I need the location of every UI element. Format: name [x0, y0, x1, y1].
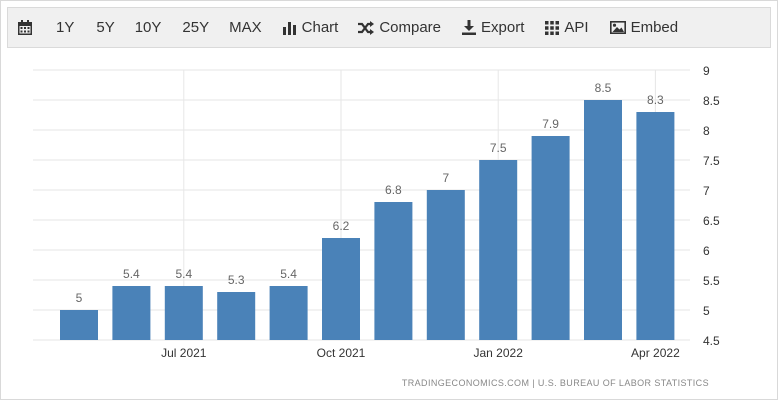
range-10y-button[interactable]: 10Y — [134, 19, 162, 36]
embed-button[interactable]: Embed — [609, 8, 679, 47]
y-tick-label: 6 — [703, 244, 710, 258]
x-tick-label: Jul 2021 — [161, 346, 207, 360]
y-tick-label: 8 — [703, 124, 710, 138]
bar-chart: 5 5.4 5.4 5.3 5.4 6.2 6.8 7 7.5 7.9 8.5 8.3 4.5 5 5.5… — [33, 64, 720, 388]
toolbar: 1Y 5Y 10Y 25Y MAX Chart Compare — [7, 7, 771, 48]
export-button-label: Export — [481, 19, 525, 36]
api-button[interactable]: API — [545, 8, 589, 47]
x-tick-label: Jan 2022 — [474, 346, 524, 360]
y-tick-label: 6.5 — [703, 214, 720, 228]
download-icon — [462, 20, 477, 35]
bar-value-label: 6.8 — [385, 183, 402, 197]
bar-value-label: 7.9 — [542, 117, 559, 131]
shuffle-icon — [358, 20, 375, 35]
chart-button[interactable]: Chart — [282, 8, 339, 47]
bar-value-label: 6.2 — [333, 219, 350, 233]
bar-jan-2022[interactable] — [479, 160, 518, 340]
bar-nov-2021[interactable] — [374, 202, 413, 340]
calendar-button[interactable] — [18, 8, 37, 47]
range-5y-button[interactable]: 5Y — [96, 19, 115, 36]
range-max-button[interactable]: MAX — [229, 19, 262, 36]
chart-area: 5 5.4 5.4 5.3 5.4 6.2 6.8 7 7.5 7.9 8.5 8.3 4.5 5 5.5… — [0, 48, 780, 402]
bar-dec-2021[interactable] — [426, 190, 465, 340]
bar-apr-2022[interactable] — [636, 112, 675, 340]
bar-sep-2021[interactable] — [269, 286, 308, 340]
bar-oct-2021[interactable] — [322, 238, 360, 340]
bar-mar-2022[interactable] — [584, 100, 622, 340]
y-tick-label: 7.5 — [703, 154, 720, 168]
bar-value-label: 5.4 — [123, 267, 140, 281]
bar-feb-2022[interactable] — [531, 136, 570, 340]
bar-value-label: 8.5 — [595, 81, 612, 95]
range-1y-button[interactable]: 1Y — [56, 19, 75, 36]
y-tick-label: 9 — [703, 64, 710, 78]
y-tick-label: 7 — [703, 184, 710, 198]
bar-value-label: 7 — [442, 171, 449, 185]
api-button-label: API — [564, 19, 589, 36]
y-tick-label: 4.5 — [703, 334, 720, 348]
range-25y-button[interactable]: 25Y — [182, 19, 210, 36]
bar-value-label: 5.3 — [228, 273, 245, 287]
grid-icon — [545, 20, 560, 35]
y-tick-label: 5.5 — [703, 274, 720, 288]
bar-value-label: 5 — [76, 291, 83, 305]
bar-jul-2021[interactable] — [164, 286, 203, 340]
embed-button-label: Embed — [630, 19, 679, 36]
bar-chart-icon — [282, 21, 297, 35]
bar-aug-2021[interactable] — [217, 292, 256, 340]
x-tick-label: Apr 2022 — [631, 346, 680, 360]
bar-value-label: 5.4 — [280, 267, 297, 281]
image-icon — [609, 21, 626, 34]
y-tick-label: 8.5 — [703, 94, 720, 108]
y-tick-label: 5 — [703, 304, 710, 318]
bar-jun-2021[interactable] — [112, 286, 151, 340]
bar-value-label: 8.3 — [647, 93, 664, 107]
calendar-icon — [18, 20, 32, 35]
bar-value-label: 7.5 — [490, 141, 507, 155]
source-attribution: TRADINGECONOMICS.COM | U.S. BUREAU OF LA… — [402, 378, 709, 388]
export-button[interactable]: Export — [462, 8, 524, 47]
x-tick-label: Oct 2021 — [317, 346, 366, 360]
bar-may-2021[interactable] — [60, 310, 98, 340]
compare-button[interactable]: Compare — [358, 8, 441, 47]
chart-button-label: Chart — [301, 19, 339, 36]
compare-button-label: Compare — [379, 19, 442, 36]
bar-value-label: 5.4 — [175, 267, 192, 281]
